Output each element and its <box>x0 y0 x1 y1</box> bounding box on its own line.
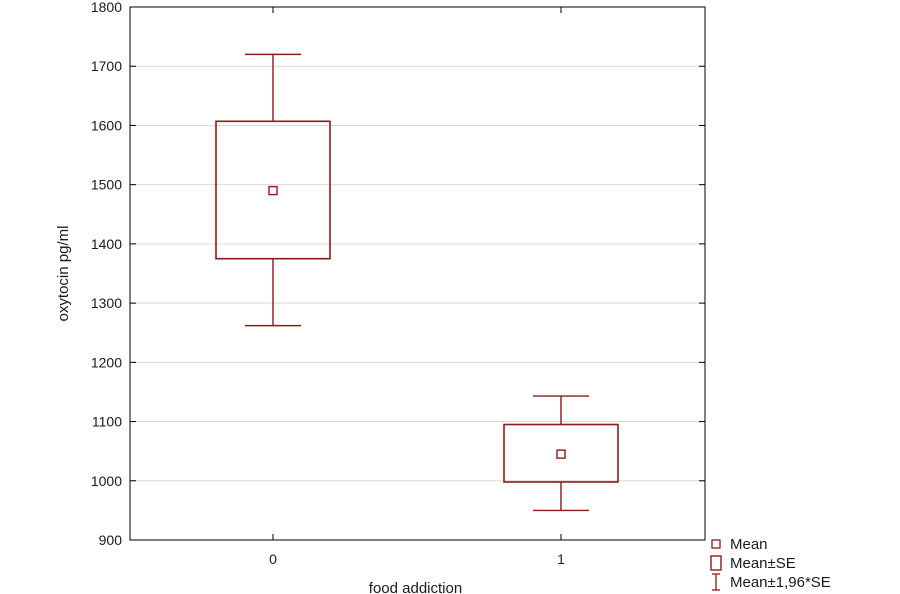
legend-se-box-icon <box>710 555 722 571</box>
y-tick-label-1400: 1400 <box>91 236 122 252</box>
legend-item-1: Mean±SE <box>710 555 796 572</box>
series-group-1 <box>503 395 619 512</box>
legend-item-0: Mean <box>711 536 768 553</box>
x-axis-title: food addiction <box>369 580 462 594</box>
y-tick-label-900: 900 <box>99 532 123 548</box>
legend-label-1: Mean±SE <box>730 555 796 572</box>
legend-item-2: Mean±1,96*SE <box>712 573 831 591</box>
series-group-0 <box>215 53 331 327</box>
y-tick-label-1800: 1800 <box>91 0 122 15</box>
y-tick-label-1100: 1100 <box>92 414 122 430</box>
y-axis-title: oxytocin pg/ml <box>55 226 72 322</box>
gridlines <box>130 65 705 482</box>
y-tick-label-1000: 1000 <box>91 473 122 489</box>
y-tick-label-1600: 1600 <box>91 117 122 133</box>
y-tick-label-1200: 1200 <box>91 354 122 370</box>
legend-mean-icon <box>711 539 721 549</box>
y-tick-label-1500: 1500 <box>91 177 122 193</box>
series-marks <box>215 53 619 512</box>
se-box-0 <box>215 120 331 260</box>
y-axis-ticks: 900 1000 1100 1200 1300 1400 1500 1600 1700 1800 <box>91 0 705 548</box>
mean-marker-1 <box>556 449 566 459</box>
x-tick-label-1: 1 <box>557 551 565 567</box>
legend-label-2: Mean±1,96*SE <box>730 574 831 591</box>
y-tick-label-1700: 1700 <box>91 58 122 74</box>
x-tick-label-0: 0 <box>269 551 277 567</box>
mean-marker-0 <box>268 185 278 196</box>
legend: Mean Mean±SE Mean±1,96*SE <box>710 536 831 591</box>
y-tick-label-1300: 1300 <box>91 295 122 311</box>
plot-area-frame <box>129 6 706 541</box>
se-box-1 <box>503 423 619 483</box>
legend-label-0: Mean <box>730 536 768 553</box>
